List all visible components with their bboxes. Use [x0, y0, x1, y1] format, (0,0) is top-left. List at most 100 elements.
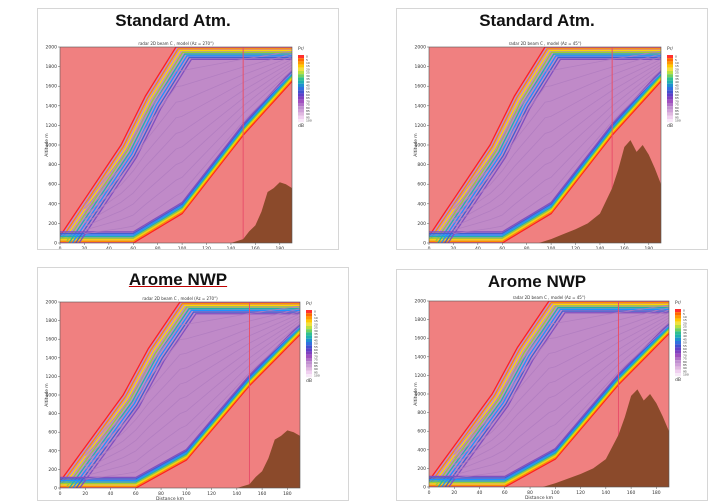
interference-fringe	[453, 69, 661, 231]
colorbar-swatch	[298, 64, 304, 68]
beam-bottom-band	[429, 80, 661, 243]
colorbar-swatch	[298, 119, 304, 123]
beam-top-band	[437, 53, 661, 243]
colorbar-swatch	[675, 353, 681, 357]
colorbar-label: 65	[683, 350, 687, 354]
panel-heading: Standard Atm.	[479, 11, 595, 30]
x-tick-label: 0	[59, 246, 62, 249]
beam-top-band	[430, 302, 669, 483]
chart-svg: radar 2D beam C , model (Az = 270°) 0 20 40…	[44, 296, 320, 500]
colorbar-swatch	[675, 309, 681, 313]
colorbar-swatch	[298, 115, 304, 119]
colorbar-label: 75	[683, 357, 687, 361]
colorbar-swatch	[298, 58, 304, 62]
x-tick-label: 0	[428, 246, 431, 249]
colorbar-label: 60	[683, 347, 687, 351]
y-tick-label: 1600	[46, 337, 58, 343]
colorbar-label: 15	[683, 318, 687, 322]
beam-top-band	[60, 47, 292, 237]
y-axis-label: Altitude m	[44, 383, 50, 406]
x-tick-label: 140	[233, 491, 242, 497]
colorbar-swatch	[675, 328, 681, 332]
y-tick-label: 1200	[415, 373, 427, 379]
colorbar-label: 5	[314, 313, 316, 317]
colorbar-swatch	[298, 80, 304, 84]
interference-fringe	[84, 305, 300, 453]
colorbar-label: 45	[314, 338, 318, 342]
interference-fringe	[85, 323, 300, 477]
beam-bottom-band	[429, 330, 669, 485]
colorbar-unit: dB	[306, 378, 312, 384]
beam-bottom-band	[429, 76, 661, 239]
colorbar-swatch	[298, 61, 304, 65]
colorbar-swatch	[306, 310, 312, 314]
x-tick-label: 100	[178, 246, 187, 249]
colorbar-swatch	[667, 61, 673, 65]
colorbar-swatch	[675, 347, 681, 351]
colorbar-label: 20	[314, 322, 318, 326]
terrain-profile	[538, 140, 661, 243]
beam-bottom-band	[429, 77, 661, 241]
interference-fringe	[85, 326, 300, 480]
colorbar-label: 55	[306, 90, 310, 94]
colorbar-label: 50	[675, 87, 679, 91]
x-tick-label: 120	[571, 246, 580, 249]
interference-fringe	[84, 308, 300, 456]
colorbar-label: 15	[314, 319, 318, 323]
y-tick-label: 1200	[46, 374, 58, 380]
colorbar-swatch	[298, 106, 304, 110]
y-tick-label: 1400	[46, 355, 58, 361]
colorbar-label: 40	[306, 80, 310, 84]
y-tick-label: 1800	[415, 317, 427, 323]
colorbar-label: 85	[683, 363, 687, 367]
colorbar-label: 25	[675, 71, 679, 75]
beam-bottom-band	[429, 74, 661, 238]
x-tick-label: 40	[108, 491, 114, 497]
colorbar-swatch	[306, 374, 312, 378]
interference-fringe	[84, 50, 292, 206]
colorbar-label: 90	[675, 112, 679, 116]
chart-panel-arome-270: Arome NWP radar 2D beam C , model (Az = …	[37, 267, 349, 501]
beam-bottom-band	[60, 74, 292, 238]
beam-top-band	[429, 301, 669, 481]
beam-top-band	[61, 303, 300, 484]
interference-fringe	[453, 61, 661, 220]
colorbar-swatch	[306, 351, 312, 355]
colorbar-swatch	[306, 338, 312, 342]
colorbar-label: 10	[306, 61, 310, 65]
colorbar-swatch	[306, 370, 312, 374]
colorbar-label: 0	[314, 310, 316, 314]
colorbar-swatch	[675, 321, 681, 325]
colorbar-swatch	[667, 71, 673, 75]
interference-fringe	[453, 64, 661, 224]
y-tick-label: 800	[48, 411, 57, 417]
y-axis-label: Altitude m	[413, 133, 419, 156]
interference-fringe	[84, 64, 292, 224]
colorbar-label: 70	[306, 99, 310, 103]
interference-fringe	[454, 320, 669, 472]
y-tick-label: 600	[48, 430, 57, 436]
x-tick-label: 0	[428, 490, 431, 496]
colorbar-label: 0	[306, 55, 308, 59]
x-tick-label: 100	[182, 491, 191, 497]
x-tick-label: 140	[227, 246, 236, 249]
colorbar-label: 40	[314, 335, 318, 339]
colorbar-label: 35	[314, 332, 318, 336]
x-axis-label: Distance km	[156, 496, 184, 500]
y-tick-label: 1800	[46, 64, 58, 70]
beam-bottom-band	[429, 333, 669, 487]
panel-heading: Arome NWP	[128, 270, 228, 289]
colorbar-swatch	[306, 322, 312, 326]
colorbar-label: 50	[306, 87, 310, 91]
x-tick-label: 160	[620, 246, 629, 249]
colorbar-label: 100	[683, 373, 689, 377]
chart-title: radar 2D beam C , model (Az = 270°)	[138, 41, 214, 46]
panel-heading: Arome NWP	[487, 272, 587, 291]
beam-bottom-band	[60, 79, 292, 243]
colorbar-swatch	[667, 119, 673, 123]
chart-panel-arome-45: Arome NWP radar 2D beam C , model (Az = …	[396, 269, 708, 501]
chart-panel-standard-45: Standard Atm. radar 2D beam C , model (A…	[396, 8, 708, 250]
y-tick-label: 600	[417, 182, 426, 188]
x-tick-label: 60	[130, 246, 136, 249]
y-tick-label: 1800	[415, 64, 427, 70]
